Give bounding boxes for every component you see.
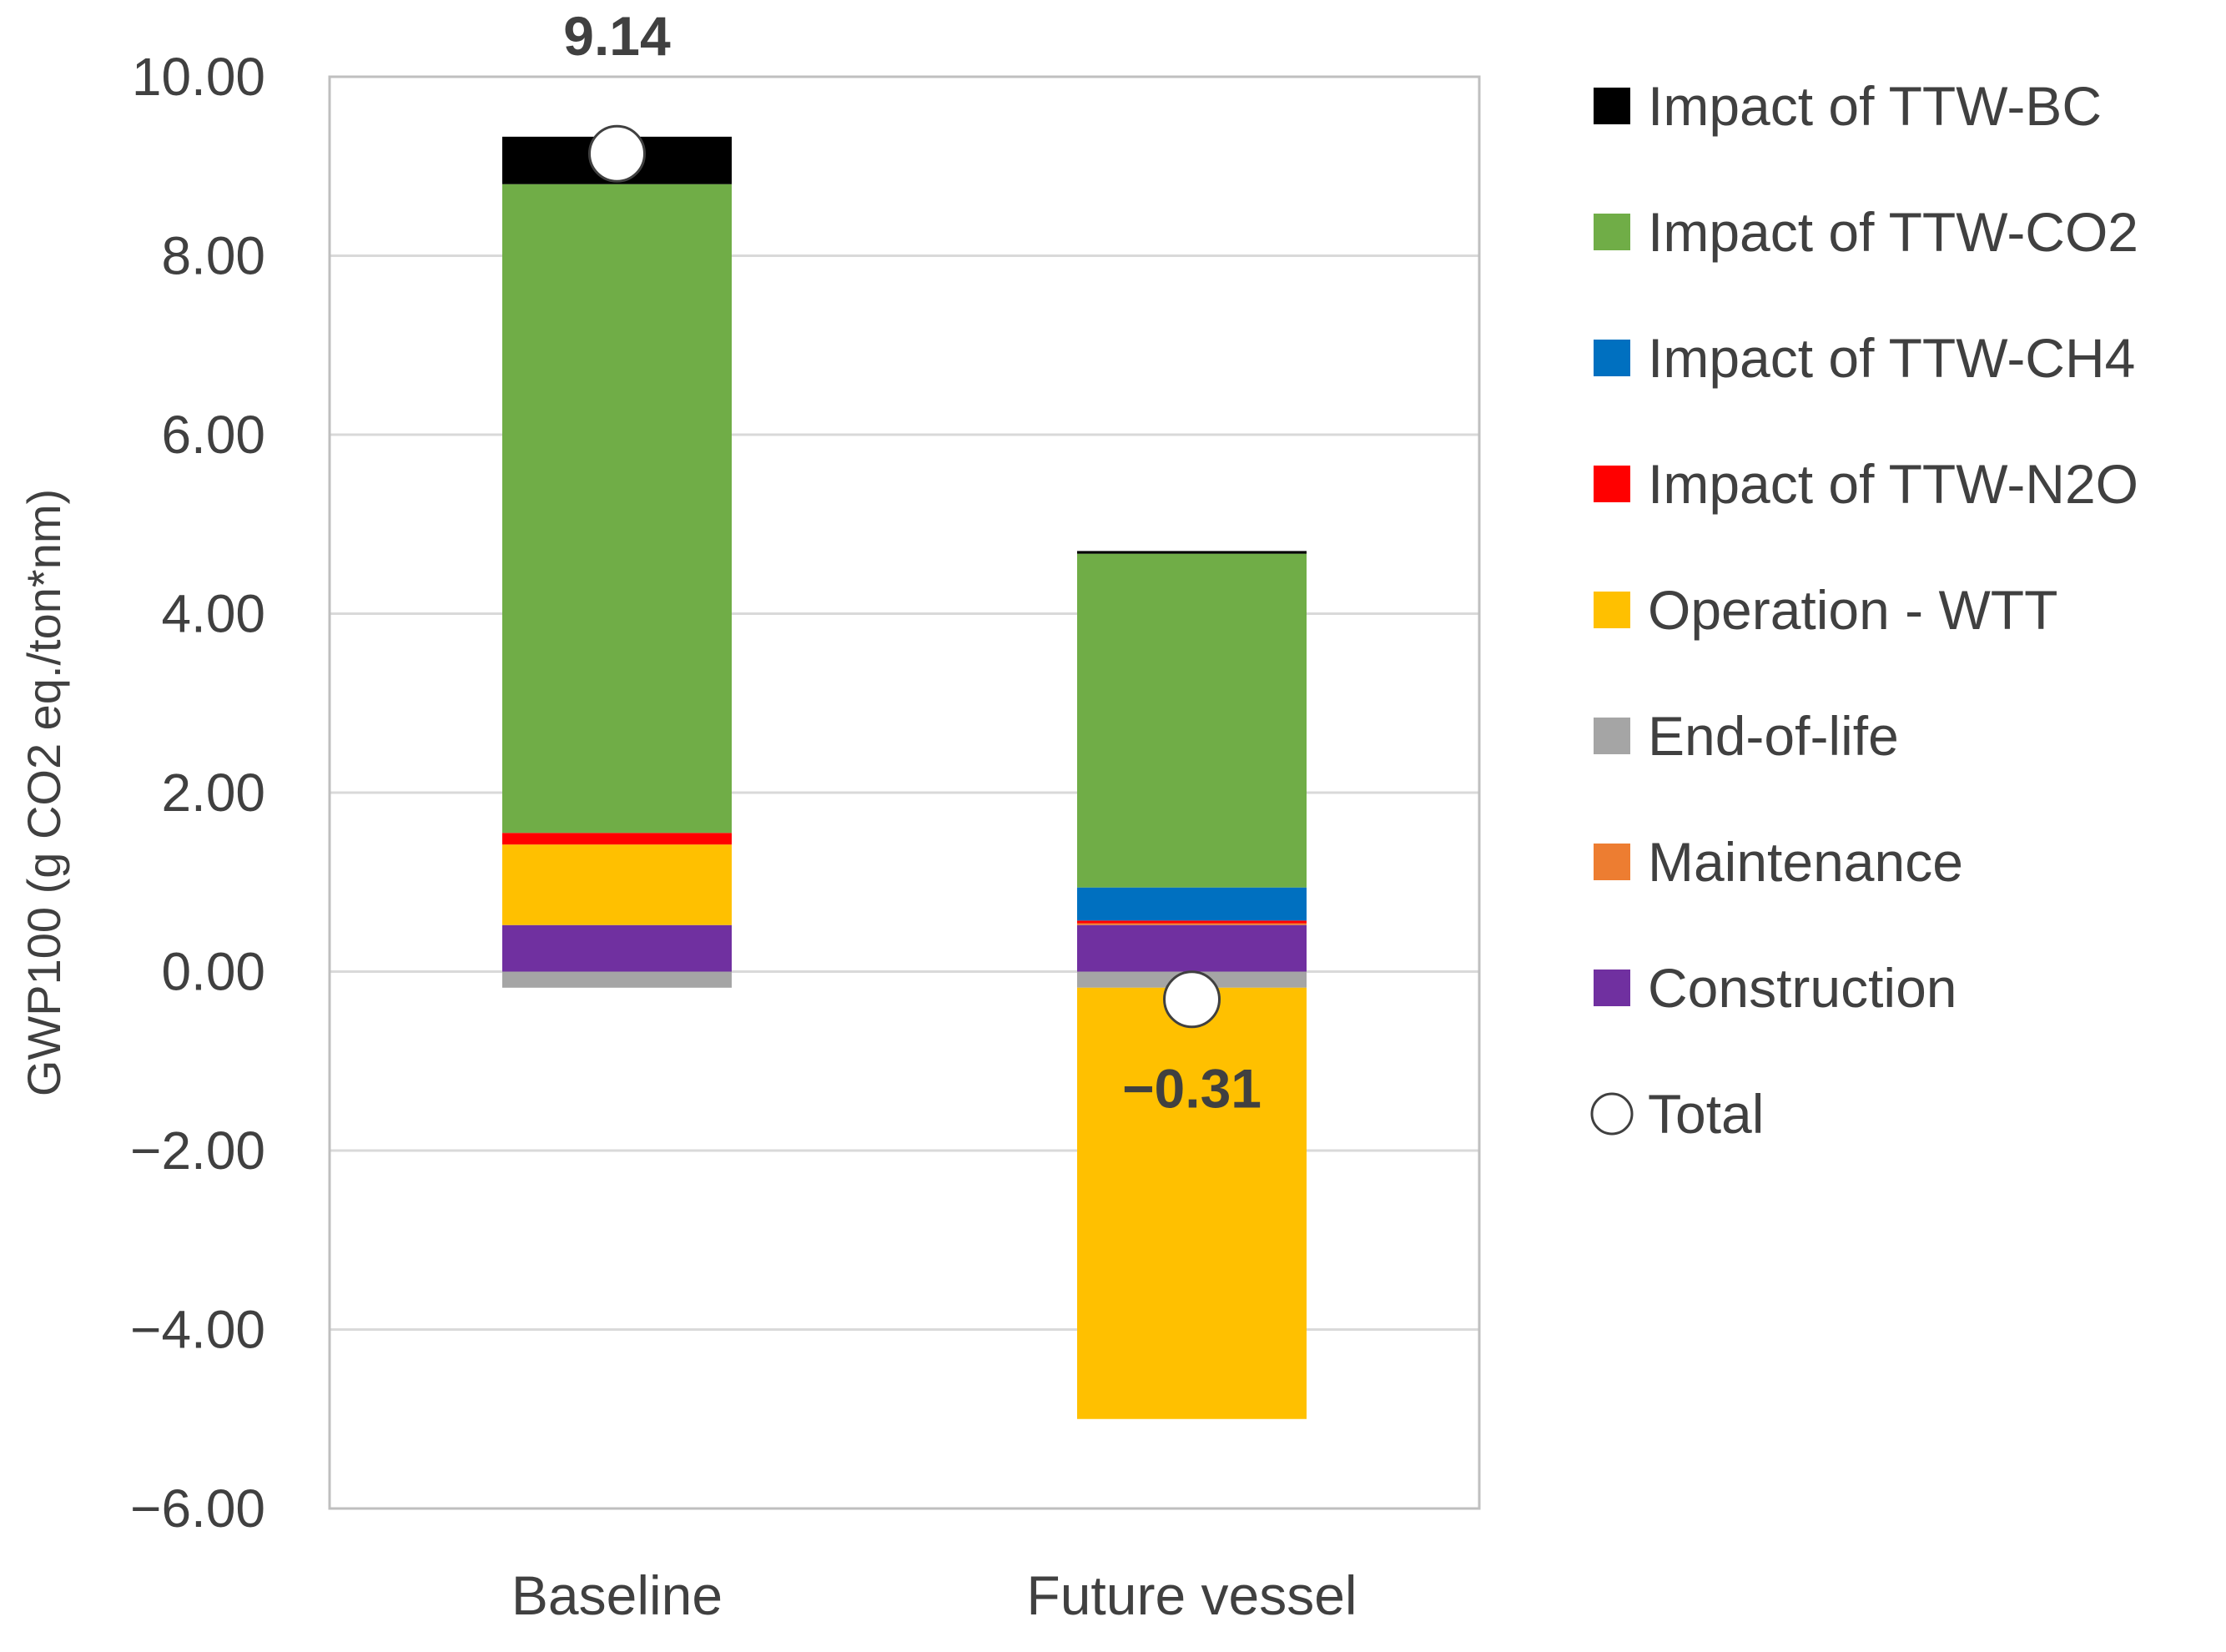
y-tick-label: 8.00 — [161, 226, 265, 286]
legend-label: Maintenance — [1648, 831, 1963, 893]
legend-swatch — [1594, 88, 1630, 124]
y-tick-label: −4.00 — [130, 1300, 265, 1360]
legend-swatch — [1594, 340, 1630, 376]
legend: Impact of TTW-BC Impact of TTW-CO2 Impact … — [1590, 75, 2138, 1145]
total-markers: 9.14 −0.31 — [563, 5, 1262, 1120]
bar-segment-impact-of-ttw-n2o — [1077, 920, 1307, 924]
legend-label: Impact of TTW-N2O — [1648, 453, 2138, 515]
y-tick-label: 4.00 — [161, 584, 265, 644]
plot-area-border — [328, 75, 1481, 1510]
legend-swatch — [1594, 592, 1630, 628]
legend-swatch — [1594, 970, 1630, 1006]
bars — [502, 136, 1307, 1419]
bar-segment-impact-of-ttw-co2 — [502, 184, 732, 834]
x-category-label: Future vessel — [1026, 1564, 1357, 1626]
y-tick-label: 0.00 — [161, 942, 265, 1002]
x-axis-categories: Baseline Future vessel — [511, 1564, 1357, 1626]
total-value-label: 9.14 — [563, 5, 671, 67]
legend-swatch — [1594, 718, 1630, 754]
bar-segment-impact-of-ttw-bc — [1077, 551, 1307, 554]
legend-label: Impact of TTW-CO2 — [1648, 201, 2138, 263]
bar-segment-operation-wtt — [1077, 987, 1307, 1419]
legend-swatch — [1594, 466, 1630, 502]
legend-label: Impact of TTW-CH4 — [1648, 327, 2135, 389]
bar-segment-operation-wtt — [502, 844, 732, 925]
bar-segment-construction — [502, 924, 732, 972]
bar-segment-end-of-life — [502, 971, 732, 988]
y-tick-label: 2.00 — [161, 763, 265, 823]
legend-label: Operation - WTT — [1648, 579, 2057, 641]
y-tick-label: 10.00 — [132, 47, 265, 107]
total-value-label: −0.31 — [1122, 1058, 1262, 1120]
legend-swatch — [1594, 214, 1630, 250]
y-tick-label: 6.00 — [161, 405, 265, 465]
y-tick-label: −6.00 — [130, 1478, 265, 1539]
y-axis-ticks: 10.00 8.00 6.00 4.00 2.00 0.00 −2.00 −4.00 −6.00 — [130, 47, 265, 1539]
legend-label: Total — [1648, 1083, 1764, 1145]
bar-segment-maintenance — [1077, 923, 1307, 925]
legend-total-marker — [1590, 1092, 1634, 1136]
bar-segment-impact-of-ttw-co2 — [1077, 553, 1307, 888]
x-category-label: Baseline — [511, 1564, 723, 1626]
legend-label: End-of-life — [1648, 705, 1899, 767]
legend-label: Impact of TTW-BC — [1648, 75, 2102, 137]
bar-segment-impact-of-ttw-ch4 — [1077, 887, 1307, 921]
y-axis-label: GWP100 (g CO2 eq./ton*nm) — [18, 489, 70, 1096]
bar-segment-construction — [1077, 924, 1307, 972]
total-marker — [1163, 970, 1221, 1029]
total-marker — [588, 124, 646, 183]
legend-swatch — [1594, 844, 1630, 880]
bar-segment-impact-of-ttw-n2o — [502, 833, 732, 845]
y-tick-label: −2.00 — [130, 1121, 265, 1181]
gridlines — [330, 254, 1479, 1331]
legend-label: Construction — [1648, 957, 1957, 1019]
